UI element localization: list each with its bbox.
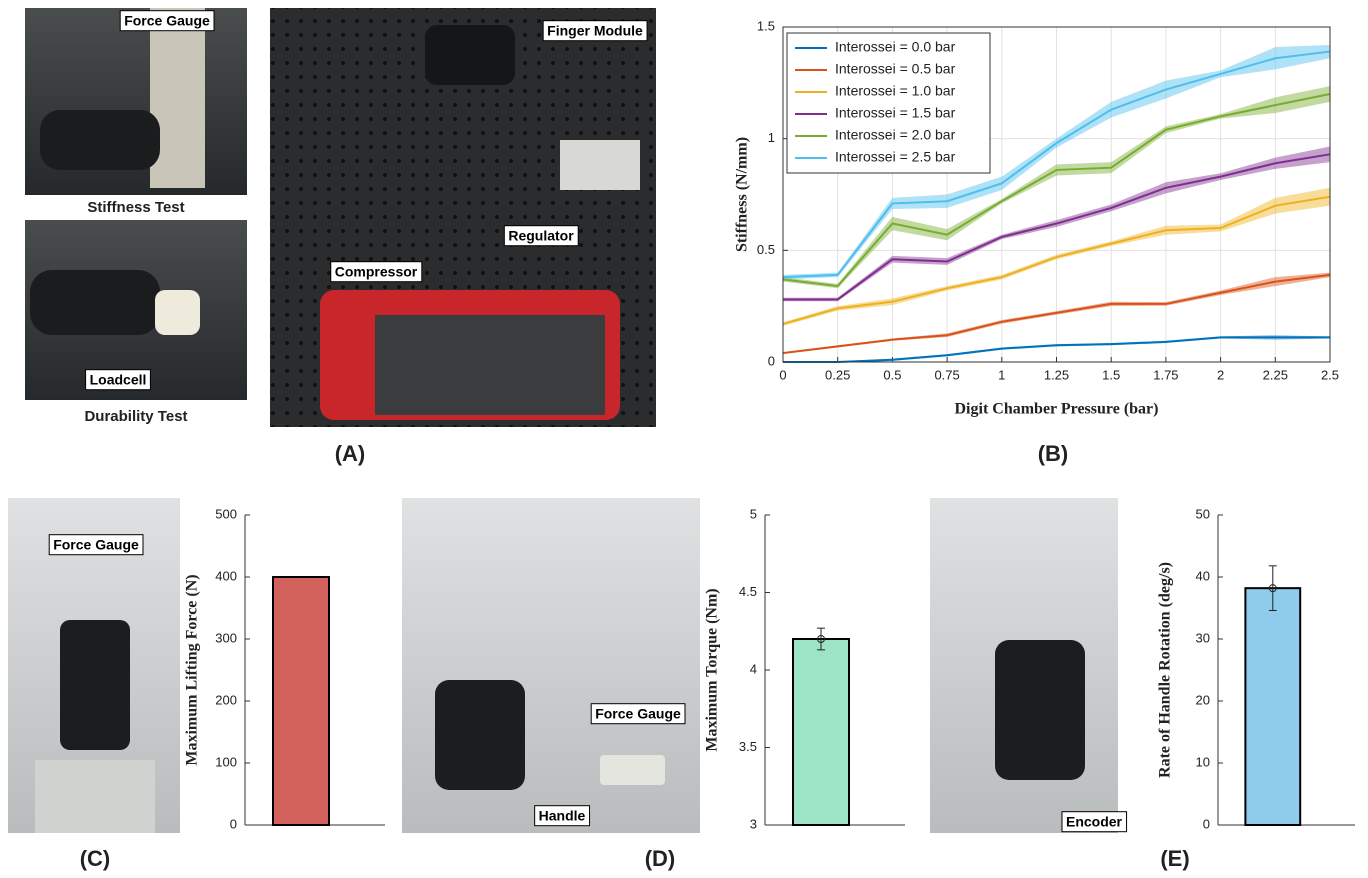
legend-label: Interossei = 0.5 bar [835,61,956,77]
y-tick-label: 3 [750,816,757,831]
callout: Force Gauge [595,706,681,722]
y-tick-label: 500 [215,506,237,521]
callout: Encoder [1066,814,1123,830]
panel-label: (C) [80,846,111,871]
legend-label: Interossei = 2.5 bar [835,149,956,165]
photo-detail [40,110,160,170]
legend-label: Interossei = 0.0 bar [835,39,956,55]
callout: Compressor [335,264,418,280]
y-tick-label: 50 [1196,506,1210,521]
y-axis-label: Stiffness (N/mm) [734,137,751,252]
photo-detail [425,25,515,85]
y-tick-label: 400 [215,568,237,583]
x-tick-label: 2.25 [1263,367,1288,382]
y-tick-label: 1.5 [757,18,775,33]
legend-label: Interossei = 1.5 bar [835,105,956,121]
photo-detail [600,755,665,785]
y-tick-label: 30 [1196,630,1210,645]
photo-caption: Durability Test [84,408,187,425]
y-tick-label: 0 [230,816,237,831]
callout: Finger Module [547,23,643,39]
y-tick-label: 5 [750,506,757,521]
callout: Handle [539,808,586,824]
callout: Force Gauge [53,537,139,553]
y-tick-label: 100 [215,754,237,769]
y-tick-label: 0 [768,353,775,368]
y-tick-label: 200 [215,692,237,707]
bar [1245,588,1300,825]
photo-detail [560,140,640,190]
y-tick-label: 1 [768,130,775,145]
photo-detail [435,680,525,790]
x-tick-label: 0.25 [825,367,850,382]
legend-label: Interossei = 1.0 bar [835,83,956,99]
photo-detail [995,640,1085,780]
panel-label: (B) [1038,441,1069,466]
panel-label: (A) [335,441,366,466]
photo-detail [150,8,205,188]
photo-caption: Stiffness Test [87,199,184,216]
x-tick-label: 0.5 [883,367,901,382]
x-tick-label: 1 [998,367,1005,382]
y-axis-label: Maximum Torque (Nm) [704,588,721,751]
panel-label: (E) [1160,846,1189,871]
photo-detail [155,290,200,335]
y-tick-label: 4.5 [739,584,757,599]
y-axis-label: Maximum Lifting Force (N) [184,574,201,765]
y-tick-label: 40 [1196,568,1210,583]
photo-detail [60,620,130,750]
x-tick-label: 2.5 [1321,367,1339,382]
x-tick-label: 1.75 [1153,367,1178,382]
y-tick-label: 20 [1196,692,1210,707]
y-tick-label: 10 [1196,754,1210,769]
y-tick-label: 0.5 [757,242,775,257]
x-tick-label: 1.25 [1044,367,1069,382]
y-tick-label: 300 [215,630,237,645]
bar [793,639,849,825]
x-tick-label: 2 [1217,367,1224,382]
callout: Regulator [508,228,574,244]
x-tick-label: 1.5 [1102,367,1120,382]
y-axis-label: Rate of Handle Rotation (deg/s) [1157,562,1174,778]
y-tick-label: 3.5 [739,739,757,754]
y-tick-label: 0 [1203,816,1210,831]
photo-detail [35,760,155,833]
callout: Force Gauge [124,13,210,29]
x-tick-label: 0.75 [934,367,959,382]
callout: Loadcell [90,372,147,388]
x-tick-label: 0 [779,367,786,382]
figure: Force Gauge Loadcell Finger Module Regul… [0,0,1368,878]
bar [273,577,329,825]
y-tick-label: 4 [750,661,757,676]
photo-detail [30,270,160,335]
legend-label: Interossei = 2.0 bar [835,127,956,143]
photo-detail [375,315,605,415]
panel-label: (D) [645,846,676,871]
x-axis-label: Digit Chamber Pressure (bar) [955,401,1159,418]
